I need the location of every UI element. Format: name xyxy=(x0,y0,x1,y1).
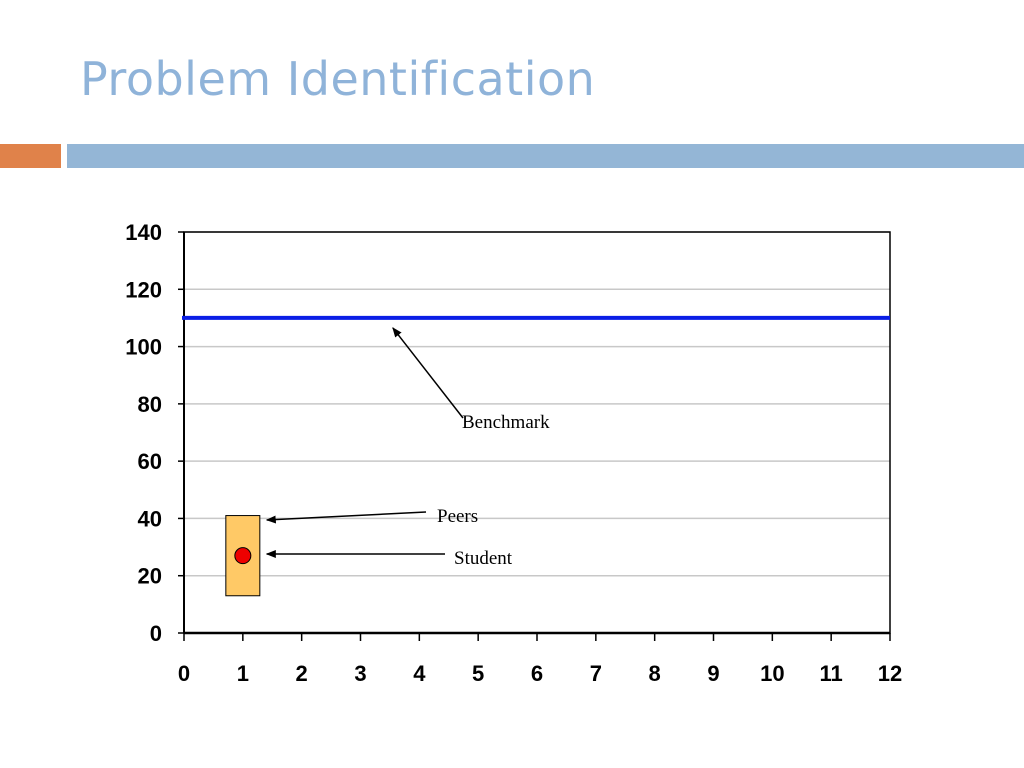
x-tick-label: 1 xyxy=(237,661,249,686)
x-tick-label: 6 xyxy=(531,661,543,686)
y-tick-label: 0 xyxy=(150,621,162,646)
y-tick-label: 100 xyxy=(125,335,162,360)
title-accent-bar-blue xyxy=(67,144,1024,168)
y-tick-label: 140 xyxy=(125,220,162,245)
x-tick-label: 8 xyxy=(649,661,661,686)
benchmark-annotation-arrow xyxy=(392,327,464,419)
benchmark-annotation-label: Benchmark xyxy=(462,412,550,433)
y-tick-label: 120 xyxy=(125,277,162,302)
peers-annotation-arrow xyxy=(265,511,427,524)
y-tick-label: 20 xyxy=(138,564,162,589)
x-tick-label: 10 xyxy=(760,661,784,686)
x-tick-label: 5 xyxy=(472,661,484,686)
peers-annotation-label: Peers xyxy=(437,506,478,527)
x-tick-label: 7 xyxy=(590,661,602,686)
x-tick-label: 11 xyxy=(820,661,843,686)
x-tick-label: 9 xyxy=(707,661,719,686)
student-annotation-label: Student xyxy=(454,548,513,569)
x-tick-label: 2 xyxy=(296,661,308,686)
slide-title: Problem Identification xyxy=(80,52,596,106)
y-tick-label: 60 xyxy=(138,449,162,474)
y-tick-label: 40 xyxy=(138,506,162,531)
x-tick-label: 4 xyxy=(413,661,426,686)
x-tick-label: 0 xyxy=(178,661,190,686)
x-tick-label: 3 xyxy=(354,661,366,686)
student-point xyxy=(234,547,252,565)
title-accent-bar-orange xyxy=(0,144,61,168)
x-tick-label: 12 xyxy=(878,661,902,686)
y-tick-label: 80 xyxy=(138,392,162,417)
